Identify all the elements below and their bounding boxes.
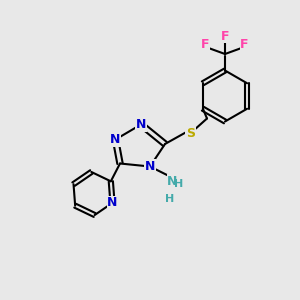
Text: S: S [186,127,195,140]
Text: F: F [221,29,229,43]
Text: H: H [175,178,184,189]
Text: N: N [107,196,118,209]
Text: F: F [201,38,210,52]
Text: F: F [240,38,249,52]
Text: N: N [136,118,146,131]
Text: N: N [110,133,121,146]
Text: H: H [165,194,174,204]
Text: N: N [145,160,155,173]
Text: N: N [167,175,178,188]
